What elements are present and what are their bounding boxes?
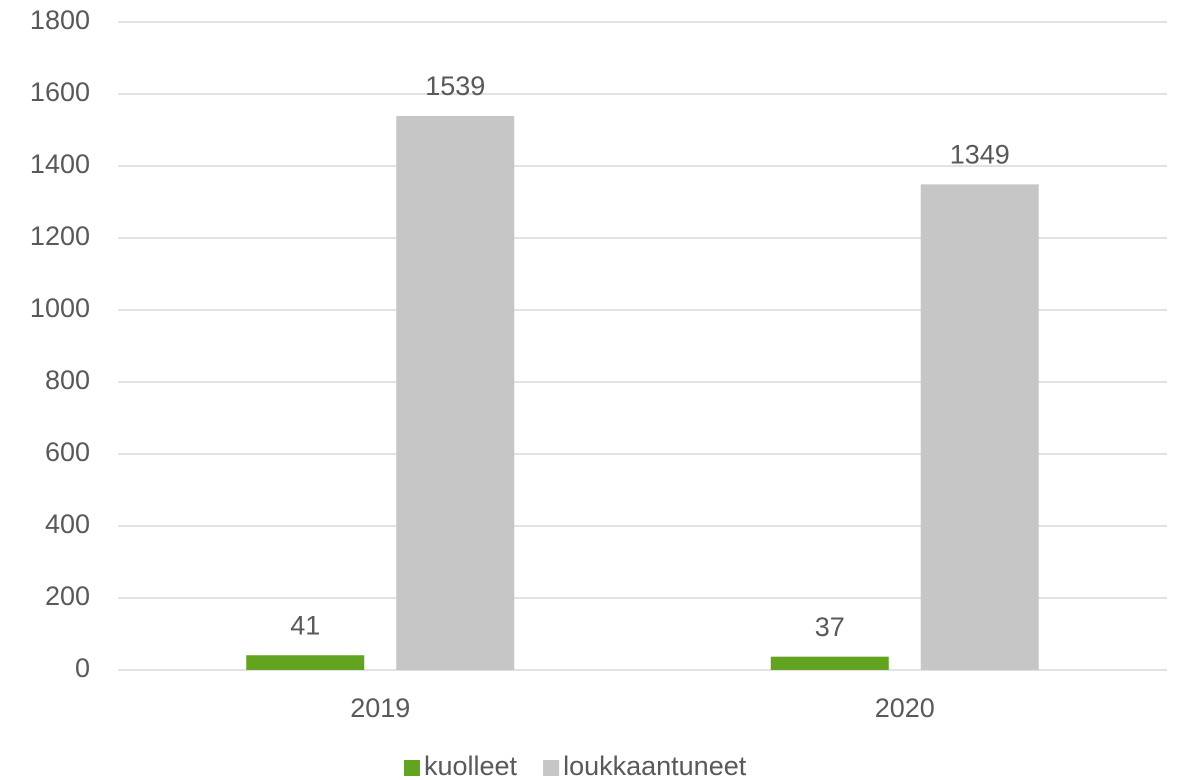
data-label: 37 xyxy=(815,612,845,642)
bar xyxy=(396,115,515,670)
legend-label: kuolleet xyxy=(424,751,518,780)
x-tick-label: 2019 xyxy=(350,693,410,723)
y-tick-label: 600 xyxy=(45,437,90,467)
legend-label: loukkaantuneet xyxy=(563,751,747,780)
y-tick-label: 1000 xyxy=(30,293,90,323)
legend-swatch xyxy=(543,760,560,776)
bar xyxy=(920,184,1039,671)
data-label: 1349 xyxy=(950,139,1010,169)
y-tick-label: 1200 xyxy=(30,221,90,251)
bar xyxy=(770,656,889,670)
legend-swatch xyxy=(404,760,420,776)
y-tick-label: 400 xyxy=(45,509,90,539)
y-tick-label: 200 xyxy=(45,581,90,611)
data-label: 1539 xyxy=(425,71,485,101)
y-tick-label: 800 xyxy=(45,365,90,395)
y-tick-label: 1800 xyxy=(30,5,90,35)
y-tick-label: 1600 xyxy=(30,77,90,107)
y-tick-label: 0 xyxy=(75,653,90,683)
bar xyxy=(246,655,365,670)
data-label: 41 xyxy=(290,610,320,640)
x-tick-label: 2020 xyxy=(875,693,935,723)
y-tick-label: 1400 xyxy=(30,149,90,179)
